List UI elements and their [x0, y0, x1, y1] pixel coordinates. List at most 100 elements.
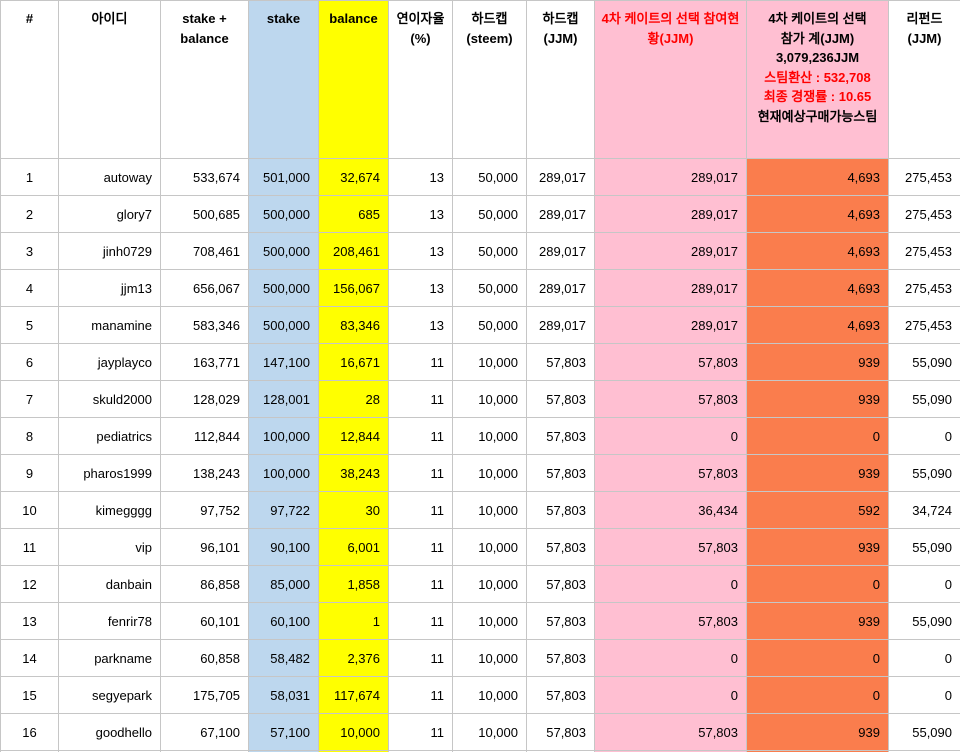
cell-stake-plus-balance: 60,101 — [160, 602, 249, 640]
cell-row-number: 5 — [0, 306, 59, 344]
table-row-partial — [0, 750, 960, 752]
cell-refund: 0 — [888, 639, 960, 677]
cell-refund: 55,090 — [888, 602, 960, 640]
cell-user-id: manamine — [58, 306, 161, 344]
cell-row-number: 10 — [0, 491, 59, 529]
cell-hardcap-jjm: 57,803 — [526, 565, 595, 603]
cell-balance: 10,000 — [318, 713, 389, 751]
cell-stake-plus-balance: 656,067 — [160, 269, 249, 307]
cell-participation: 57,803 — [594, 380, 747, 418]
allocation-header-total-jjm: 3,079,236JJM — [775, 50, 860, 65]
cell-participation: 57,803 — [594, 602, 747, 640]
cell-hardcap-steem: 50,000 — [452, 232, 527, 270]
cell-interest-rate: 11 — [388, 491, 453, 529]
cell-allocation: 592 — [746, 491, 889, 529]
cell-stake-plus-balance: 583,346 — [160, 306, 249, 344]
table-row: 10 kimegggg 97,752 97,722 30 11 10,000 5… — [0, 491, 960, 529]
cell-balance: 16,671 — [318, 343, 389, 381]
cell-row-number: 16 — [0, 713, 59, 751]
cell-user-id: glory7 — [58, 195, 161, 233]
cell-allocation: 0 — [746, 417, 889, 455]
cell-stake: 500,000 — [248, 232, 319, 270]
cell-hardcap-steem: 10,000 — [452, 528, 527, 566]
cell-participation: 57,803 — [594, 713, 747, 751]
col-header-participation: 4차 케이트의 선택 참여현황(JJM) — [594, 0, 747, 159]
cell-hardcap-jjm: 289,017 — [526, 306, 595, 344]
cell-hardcap-jjm: 57,803 — [526, 491, 595, 529]
table-row: 11 vip 96,101 90,100 6,001 11 10,000 57,… — [0, 528, 960, 566]
cell-allocation: 939 — [746, 380, 889, 418]
cell-hardcap-steem: 10,000 — [452, 380, 527, 418]
cell-allocation: 4,693 — [746, 306, 889, 344]
cell-stake: 85,000 — [248, 565, 319, 603]
cell-balance: 685 — [318, 195, 389, 233]
cell-stake: 501,000 — [248, 158, 319, 196]
cell-stake-plus-balance: 112,844 — [160, 417, 249, 455]
cell-interest-rate: 11 — [388, 639, 453, 677]
allocation-header-steem-conversion: 스팀환산 : 532,708 — [764, 69, 871, 85]
cell-hardcap-jjm: 57,803 — [526, 417, 595, 455]
cell-hardcap-jjm: 57,803 — [526, 380, 595, 418]
cell-allocation: 0 — [746, 565, 889, 603]
table-row: 9 pharos1999 138,243 100,000 38,243 11 1… — [0, 454, 960, 492]
cell-allocation: 0 — [746, 676, 889, 714]
col-header-stake: stake — [248, 0, 319, 159]
cell-stake-plus-balance: 163,771 — [160, 343, 249, 381]
cell-refund: 55,090 — [888, 454, 960, 492]
col-header-allocation: 4차 케이트의 선택 참가 계(JJM) 3,079,236JJM 스팀환산 :… — [746, 0, 889, 159]
cell-user-id: kimegggg — [58, 491, 161, 529]
cell-interest-rate: 11 — [388, 565, 453, 603]
cell-row-number: 4 — [0, 269, 59, 307]
allocation-header-note: 현재예상구매가능스팀 — [757, 108, 878, 124]
cell-stake: 100,000 — [248, 454, 319, 492]
header-row: # 아이디 stake + balance stake balance 연이자율… — [0, 0, 960, 159]
cell-interest-rate: 11 — [388, 454, 453, 492]
cell-hardcap-steem: 10,000 — [452, 602, 527, 640]
cell-allocation: 0 — [746, 639, 889, 677]
cell-stake-plus-balance: 67,100 — [160, 713, 249, 751]
cell-stake-plus-balance: 708,461 — [160, 232, 249, 270]
cell-refund: 55,090 — [888, 380, 960, 418]
cell-interest-rate: 13 — [388, 158, 453, 196]
table-row: 4 jjm13 656,067 500,000 156,067 13 50,00… — [0, 269, 960, 307]
cell-hardcap-steem: 10,000 — [452, 491, 527, 529]
cell-interest-rate: 11 — [388, 343, 453, 381]
table-row: 16 goodhello 67,100 57,100 10,000 11 10,… — [0, 713, 960, 751]
cell-stake-plus-balance: 138,243 — [160, 454, 249, 492]
cell-hardcap-steem: 10,000 — [452, 639, 527, 677]
cell-allocation: 4,693 — [746, 232, 889, 270]
cell-row-number: 15 — [0, 676, 59, 714]
cell-user-id: vip — [58, 528, 161, 566]
cell-user-id: skuld2000 — [58, 380, 161, 418]
cell-user-id: danbain — [58, 565, 161, 603]
cell-stake: 128,001 — [248, 380, 319, 418]
cell-refund: 275,453 — [888, 158, 960, 196]
cell-refund: 0 — [888, 417, 960, 455]
cell-user-id: autoway — [58, 158, 161, 196]
cell-hardcap-steem: 10,000 — [452, 343, 527, 381]
cell-stake: 58,031 — [248, 676, 319, 714]
cell-refund: 0 — [888, 565, 960, 603]
cell-interest-rate: 13 — [388, 269, 453, 307]
cell-participation: 57,803 — [594, 454, 747, 492]
cell-interest-rate: 11 — [388, 528, 453, 566]
cell-balance: 83,346 — [318, 306, 389, 344]
cell-allocation: 4,693 — [746, 158, 889, 196]
cell-stake: 500,000 — [248, 306, 319, 344]
cell-hardcap-steem: 10,000 — [452, 565, 527, 603]
cell-stake: 90,100 — [248, 528, 319, 566]
cell-user-id: jayplayco — [58, 343, 161, 381]
cell-balance: 28 — [318, 380, 389, 418]
table-row: 13 fenrir78 60,101 60,100 1 11 10,000 57… — [0, 602, 960, 640]
cell-stake: 97,722 — [248, 491, 319, 529]
table-row: 2 glory7 500,685 500,000 685 13 50,000 2… — [0, 195, 960, 233]
cell-refund: 275,453 — [888, 232, 960, 270]
cell-participation: 289,017 — [594, 306, 747, 344]
cell-participation: 289,017 — [594, 158, 747, 196]
cell-user-id: jinh0729 — [58, 232, 161, 270]
cell-user-id: segyepark — [58, 676, 161, 714]
cell-row-number: 8 — [0, 417, 59, 455]
cell-stake-plus-balance: 86,858 — [160, 565, 249, 603]
cell-hardcap-jjm: 289,017 — [526, 269, 595, 307]
